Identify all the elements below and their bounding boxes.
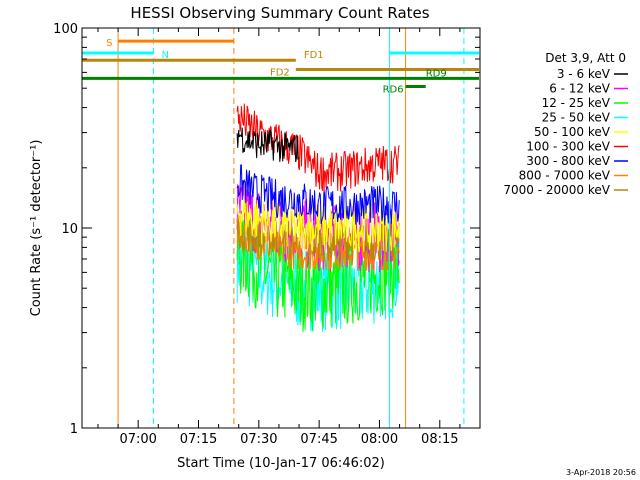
x-tick-label: 07:15 <box>180 432 217 447</box>
y-tick-label: 10 <box>61 222 78 237</box>
x-tick-label: 08:15 <box>421 432 458 447</box>
series-line <box>236 103 400 193</box>
flag-bar-label: N <box>161 50 168 61</box>
legend-label: 3 - 6 keV <box>557 67 611 81</box>
flag-bar-label: FD2 <box>270 68 290 79</box>
x-axis-label: Start Time (10-Jan-17 06:46:02) <box>177 456 385 471</box>
flag-bar-label: RD9 <box>426 68 447 79</box>
axes-group: 07:00 07:15 07:30 07:45 08:00 08:15 1 10 100 <box>53 22 481 447</box>
plot-data-group <box>236 103 400 333</box>
legend-label: 50 - 100 keV <box>534 125 611 139</box>
legend-label: 800 - 7000 keV <box>519 169 611 183</box>
series-line <box>236 164 400 226</box>
legend-label: 300 - 800 keV <box>526 154 610 168</box>
legend-label: 100 - 300 keV <box>526 140 610 154</box>
flag-bar-label: RD6 <box>383 84 404 95</box>
plot-marks-group: S N FD1 FD2 RD9 RD6 <box>82 28 479 428</box>
x-tick-label: 07:45 <box>300 432 337 447</box>
footer-date: 3-Apr-2018 20:56 <box>566 468 636 477</box>
legend-label: 7000 - 20000 keV <box>503 183 610 197</box>
legend-label: 25 - 50 keV <box>542 111 611 125</box>
flag-bar-label: FD1 <box>304 50 324 61</box>
chart-title: HESSI Observing Summary Count Rates <box>130 4 429 22</box>
x-tick-label: 07:30 <box>240 432 277 447</box>
flag-bar-label: S <box>106 38 112 49</box>
y-axis-label: Count Rate (s⁻¹ detector⁻¹) <box>29 140 44 317</box>
y-tick-label: 100 <box>53 22 78 37</box>
series-line <box>236 127 300 163</box>
x-tick-label: 08:00 <box>361 432 398 447</box>
y-tick-label: 1 <box>70 422 78 437</box>
legend-label: 12 - 25 keV <box>542 96 611 110</box>
series-line <box>236 196 400 252</box>
legend-header: Det 3,9, Att 0 <box>545 51 626 65</box>
legend-label: 6 - 12 keV <box>549 82 611 96</box>
x-tick-label: 07:00 <box>119 432 156 447</box>
